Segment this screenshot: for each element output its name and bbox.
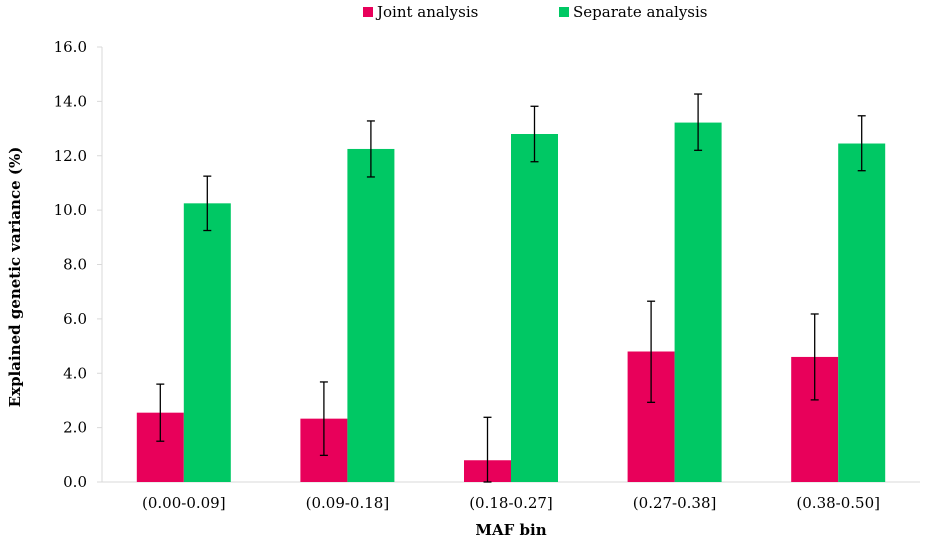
x-tick-label: (0.38-0.50] xyxy=(796,494,880,512)
error-bar xyxy=(483,416,492,483)
y-tick-label: 12.0 xyxy=(54,147,87,165)
x-axis: (0.00-0.09] (0.09-0.18] (0.18-0.27] (0.27-0… xyxy=(102,481,920,512)
error-bar xyxy=(319,381,328,457)
bar-separate xyxy=(347,148,395,482)
bar-separate xyxy=(511,134,558,482)
x-tick-label: (0.27-0.38] xyxy=(633,494,717,512)
y-tick-label: 2.0 xyxy=(63,419,87,437)
legend-swatch-joint xyxy=(363,7,373,17)
y-tick-label: 0.0 xyxy=(63,473,87,491)
y-axis: 0.0 2.0 4.0 6.0 8.0 10.0 12.0 14.0 16.0 xyxy=(54,38,103,491)
error-bar xyxy=(694,93,703,151)
bar-separate xyxy=(838,143,886,482)
bars xyxy=(136,122,886,483)
y-tick-label: 6.0 xyxy=(63,310,87,328)
y-axis-title: Explained genetic variance (%) xyxy=(6,147,24,408)
x-axis-title: MAF bin xyxy=(475,521,546,539)
error-bar xyxy=(366,120,375,178)
y-tick-label: 8.0 xyxy=(63,256,87,274)
y-tick-label: 16.0 xyxy=(54,38,87,56)
x-tick-label: (0.18-0.27] xyxy=(469,494,553,512)
legend: Joint analysis Separate analysis xyxy=(363,3,708,21)
error-bar xyxy=(810,313,819,401)
error-bar xyxy=(156,383,165,442)
bar-separate xyxy=(674,122,722,483)
legend-label-separate: Separate analysis xyxy=(573,3,708,21)
error-bar xyxy=(857,115,866,172)
legend-label-joint: Joint analysis xyxy=(375,3,478,21)
x-tick-label: (0.09-0.18] xyxy=(306,494,390,512)
y-tick-label: 10.0 xyxy=(54,201,87,219)
error-bars xyxy=(156,93,866,483)
legend-swatch-separate xyxy=(559,7,569,17)
y-tick-label: 4.0 xyxy=(63,364,87,382)
error-bar xyxy=(647,300,656,403)
error-bar xyxy=(530,105,539,163)
bar-separate xyxy=(183,203,231,482)
x-tick-label: (0.00-0.09] xyxy=(142,494,226,512)
y-tick-label: 14.0 xyxy=(54,92,87,110)
error-bar xyxy=(203,175,212,232)
